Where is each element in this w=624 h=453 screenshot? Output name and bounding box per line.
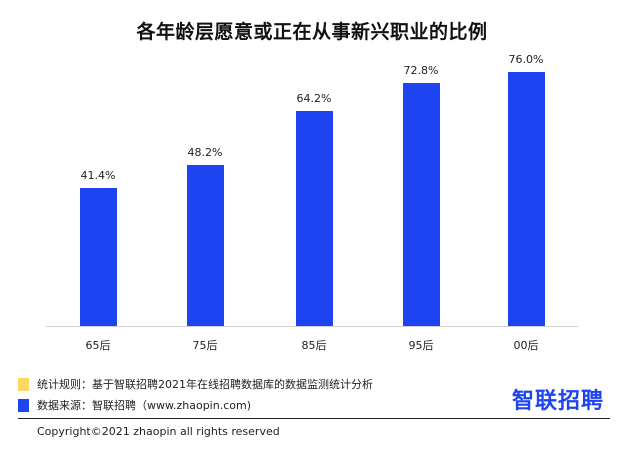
data-label: 72.8% <box>403 63 439 77</box>
x-tick-label: 75后 <box>192 339 218 352</box>
bar-00后 <box>508 72 545 326</box>
copyright-text: Copyright©2021 zhaopin all rights reserv… <box>37 425 280 438</box>
bar-85后 <box>296 111 333 326</box>
bar-65后 <box>80 187 117 326</box>
x-tick-label: 85后 <box>301 339 327 352</box>
legend-rule-text: 统计规则：基于智联招聘2021年在线招聘数据库的数据监测统计分析 <box>37 378 373 391</box>
logo-text: 智联招聘 <box>512 389 605 414</box>
x-tick-label: 00后 <box>513 339 539 352</box>
x-tick-label: 65后 <box>85 339 111 352</box>
data-label: 48.2% <box>187 145 223 159</box>
zhaopin-logo: 智联招聘 <box>512 383 604 415</box>
legend-source-text: 数据来源：智联招聘（www.zhaopin.com) <box>37 399 251 412</box>
legend-swatch-yellow <box>18 377 29 391</box>
legend-item-source: 数据来源：智联招聘（www.zhaopin.com) <box>18 397 251 413</box>
data-label: 76.0% <box>508 53 544 66</box>
chart-title: 各年龄层愿意或正在从事新兴职业的比例 <box>136 21 488 43</box>
x-axis-line <box>46 326 578 327</box>
footer-divider <box>18 418 610 419</box>
data-label: 41.4% <box>80 168 116 182</box>
data-label: 64.2% <box>296 92 332 106</box>
bar-95后 <box>403 82 440 326</box>
bar-75后 <box>187 164 224 326</box>
x-tick-label: 95后 <box>408 339 434 352</box>
legend-swatch-blue <box>18 398 29 412</box>
legend-item-rule: 统计规则：基于智联招聘2021年在线招聘数据库的数据监测统计分析 <box>18 376 373 392</box>
